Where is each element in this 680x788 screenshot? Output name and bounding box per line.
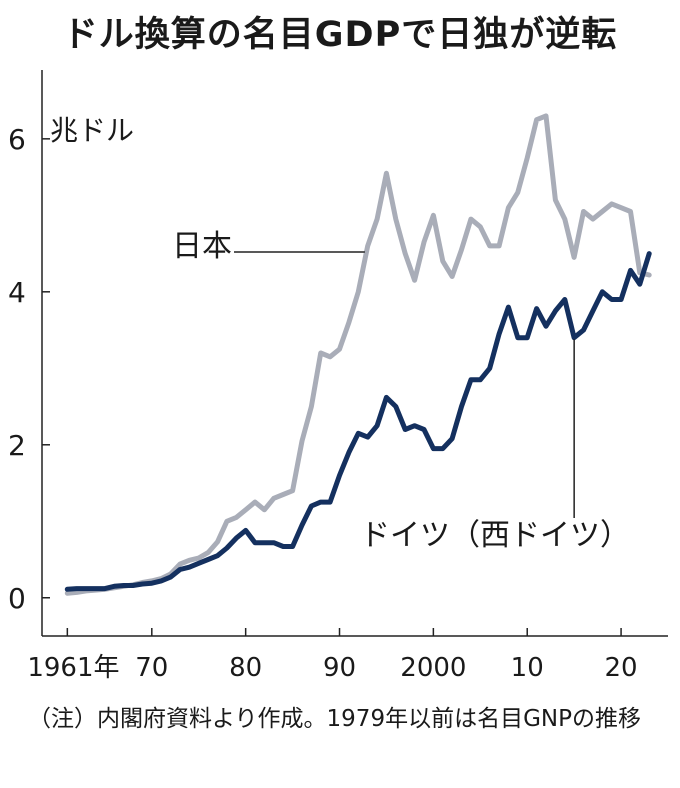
source-note: （注）内閣府資料より作成。1979年以前は名目GNPの推移: [28, 706, 641, 732]
series-line-germany: [64, 251, 652, 592]
x-tick-label: 70: [135, 653, 168, 683]
x-tick-label: 2000: [400, 653, 466, 683]
x-tick-label: 1961年: [27, 653, 119, 683]
axes: [41, 70, 668, 637]
series-layer: [64, 113, 652, 596]
y-tick-label: 4: [8, 276, 26, 309]
x-tick-label: 80: [229, 653, 262, 683]
series-label-germany: ドイツ（西ドイツ）: [360, 518, 630, 553]
chart-title: ドル換算の名目GDPで日独が逆転: [62, 15, 618, 55]
tick-labels: 0 2 4 6 1961年 70 80 90 2000 10 20: [8, 123, 638, 683]
y-axis-label: 兆ドル: [50, 114, 134, 147]
y-tick-label: 2: [8, 429, 26, 462]
x-tick-label: 20: [605, 653, 638, 683]
x-tick-label: 90: [323, 653, 356, 683]
x-tick-label: 10: [511, 653, 544, 683]
y-tick-label: 6: [8, 123, 26, 156]
series-label-japan: 日本: [172, 229, 232, 264]
y-tick-label: 0: [8, 582, 26, 615]
